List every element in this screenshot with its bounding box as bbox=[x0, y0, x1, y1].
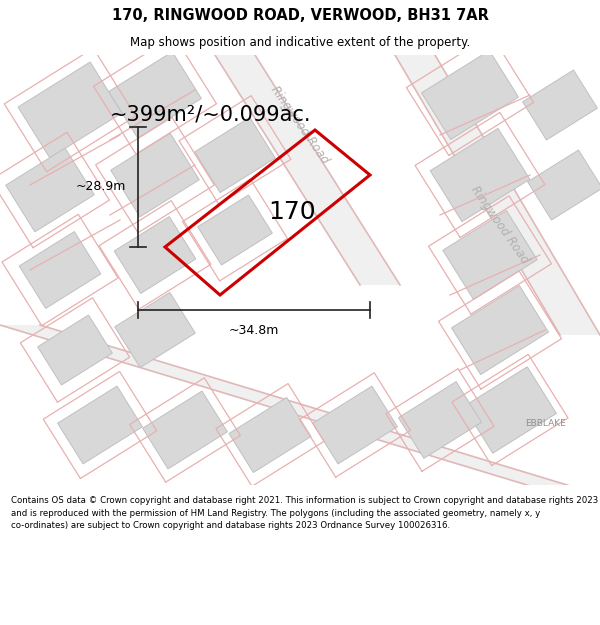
Polygon shape bbox=[430, 128, 530, 222]
Polygon shape bbox=[443, 211, 537, 299]
Polygon shape bbox=[452, 286, 548, 374]
Polygon shape bbox=[527, 150, 600, 220]
Text: Contains OS data © Crown copyright and database right 2021. This information is : Contains OS data © Crown copyright and d… bbox=[11, 496, 598, 530]
Polygon shape bbox=[38, 315, 112, 385]
Polygon shape bbox=[0, 325, 600, 495]
Text: 170, RINGWOOD ROAD, VERWOOD, BH31 7AR: 170, RINGWOOD ROAD, VERWOOD, BH31 7AR bbox=[112, 8, 488, 23]
Text: Map shows position and indicative extent of the property.: Map shows position and indicative extent… bbox=[130, 36, 470, 49]
Polygon shape bbox=[58, 386, 142, 464]
Text: ~28.9m: ~28.9m bbox=[76, 181, 126, 194]
Polygon shape bbox=[115, 292, 195, 367]
Polygon shape bbox=[197, 195, 272, 265]
Text: Ringwood Road: Ringwood Road bbox=[268, 84, 332, 166]
Polygon shape bbox=[313, 386, 397, 464]
Polygon shape bbox=[215, 55, 400, 285]
Text: ~34.8m: ~34.8m bbox=[229, 324, 279, 337]
Polygon shape bbox=[18, 62, 122, 158]
Polygon shape bbox=[19, 232, 101, 308]
Text: Ringwood Road: Ringwood Road bbox=[469, 184, 532, 266]
Polygon shape bbox=[395, 55, 600, 335]
Polygon shape bbox=[398, 382, 482, 458]
Polygon shape bbox=[464, 367, 556, 453]
Polygon shape bbox=[109, 52, 202, 138]
Polygon shape bbox=[422, 51, 518, 139]
Polygon shape bbox=[195, 118, 275, 192]
Polygon shape bbox=[229, 398, 311, 472]
Polygon shape bbox=[6, 148, 94, 232]
Text: 170: 170 bbox=[269, 200, 316, 224]
Polygon shape bbox=[114, 217, 196, 293]
Polygon shape bbox=[111, 133, 199, 217]
Polygon shape bbox=[143, 391, 227, 469]
Text: EBBLAKE: EBBLAKE bbox=[524, 419, 565, 428]
Polygon shape bbox=[523, 70, 598, 140]
Text: ~399m²/~0.099ac.: ~399m²/~0.099ac. bbox=[109, 105, 311, 125]
